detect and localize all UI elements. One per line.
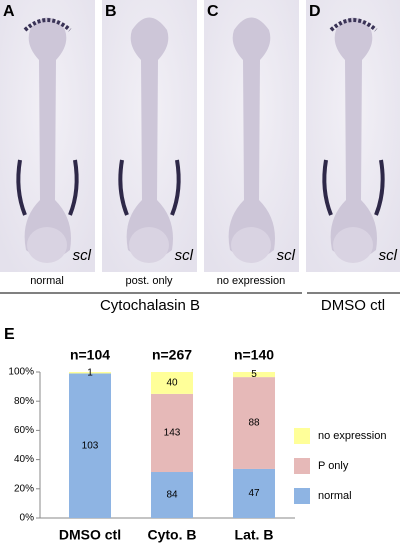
gene-label: scl: [73, 247, 92, 264]
value-label: 84: [166, 490, 178, 501]
x-tick-label: Cyto. B: [148, 527, 197, 543]
bar-segment: [233, 377, 275, 469]
panel-images: [0, 0, 400, 294]
y-tick-label: 60%: [14, 425, 34, 436]
legend-swatch: [294, 488, 310, 504]
gene-label: scl: [277, 247, 296, 264]
y-tick-label: 80%: [14, 396, 34, 407]
value-label: 143: [164, 428, 181, 439]
panel-letter: C: [207, 3, 219, 20]
legend-label: no expression: [318, 430, 387, 442]
value-label: 47: [248, 488, 260, 499]
x-tick-label: DMSO ctl: [59, 527, 121, 543]
value-label: 103: [82, 440, 99, 451]
bar-segment: [233, 468, 275, 518]
y-tick-label: 0%: [20, 513, 35, 524]
value-label: 5: [251, 369, 257, 380]
y-tick-label: 100%: [8, 367, 34, 378]
x-tick-label: Lat. B: [235, 527, 274, 543]
group-label: DMSO ctl: [321, 297, 385, 314]
bar-segment: [151, 372, 193, 394]
value-label: 1: [87, 367, 93, 378]
panel-letter: E: [4, 326, 15, 343]
gene-label: scl: [379, 247, 398, 264]
group-label: Cytochalasin B: [100, 297, 200, 314]
bar-segment: [69, 373, 111, 518]
bar-segment: [151, 472, 193, 518]
panel-letter: D: [309, 3, 321, 20]
n-label: n=140: [234, 347, 274, 363]
panel-caption: post. only: [125, 275, 173, 287]
legend-label: normal: [318, 490, 352, 502]
n-label: n=104: [70, 347, 110, 363]
panel-letter: A: [3, 3, 15, 20]
y-tick-label: 40%: [14, 454, 34, 465]
panel-caption: no expression: [217, 275, 286, 287]
y-tick-label: 20%: [14, 483, 34, 494]
bar-segment: [69, 372, 111, 374]
value-label: 88: [248, 418, 260, 429]
bar-segment: [151, 393, 193, 473]
panel-letter: B: [105, 3, 117, 20]
n-label: n=267: [152, 347, 192, 363]
legend-swatch: [294, 428, 310, 444]
panel-caption: normal: [30, 275, 64, 287]
gene-label: scl: [175, 247, 194, 264]
bar-segment: [233, 372, 275, 378]
legend-swatch: [294, 458, 310, 474]
value-label: 40: [166, 378, 178, 389]
legend-label: P only: [318, 460, 349, 472]
